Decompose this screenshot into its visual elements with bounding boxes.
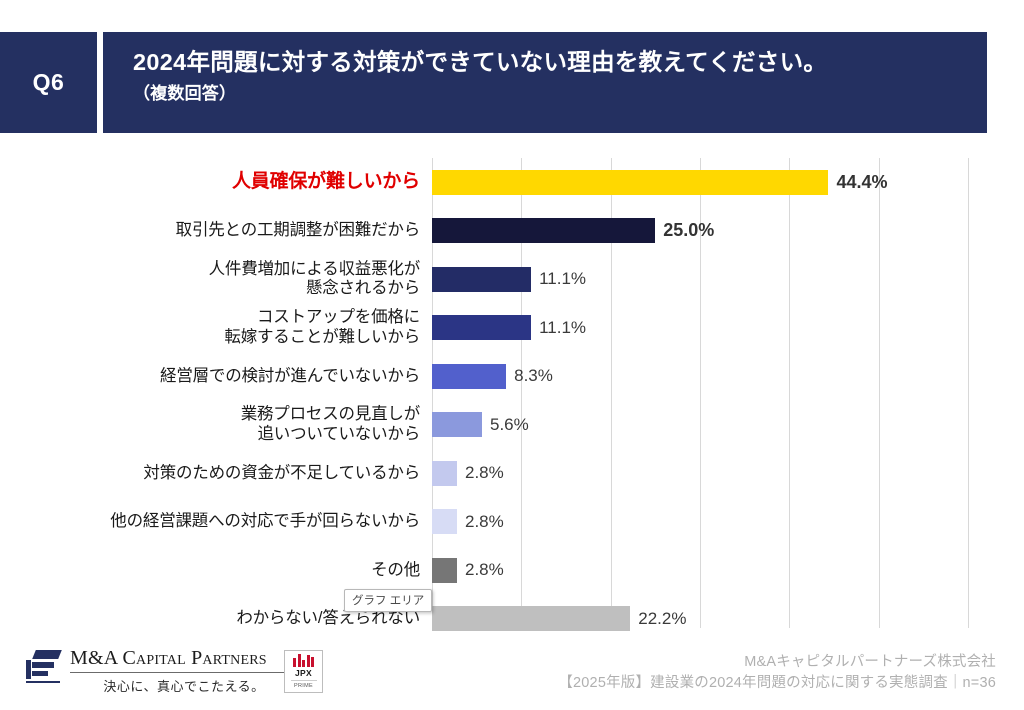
bar-value-label: 11.1% — [539, 269, 587, 289]
bar-row[interactable]: 取引先との工期調整が困難だから 25.0% — [0, 207, 1024, 256]
gridline — [610, 158, 612, 628]
gridline — [878, 158, 880, 628]
category-label: 他の経営課題への対応で手が回らないから — [110, 512, 420, 531]
question-number-label: Q6 — [32, 69, 65, 95]
gridline — [521, 158, 523, 628]
category-label: 対策のための資金が不足しているから — [143, 463, 420, 482]
jpx-bars-icon — [293, 654, 314, 667]
bar[interactable] — [432, 460, 457, 486]
question-title-box: 2024年問題に対する対策ができていない理由を教えてください。 （複数回答） — [103, 32, 987, 133]
gridline — [699, 158, 701, 628]
bar-value-label: 25.0% — [663, 220, 715, 241]
chart-area[interactable] — [0, 143, 1024, 633]
bar-rows: 人員確保が難しいから 44.4% 取引先との工期調整が困難だから 25.0% 人件費増加… — [0, 143, 1024, 633]
category-label: コストアップを価格に 転嫁することが難しいから — [224, 308, 420, 346]
bar[interactable] — [432, 218, 656, 244]
bar[interactable] — [432, 412, 482, 438]
logo-text: M&A Capital Partners 決心に、真心でこたえる。 — [70, 648, 298, 695]
question-title: 2024年問題に対する対策ができていない理由を教えてください。 — [133, 49, 828, 75]
bar[interactable] — [432, 606, 631, 632]
bar-row[interactable]: 業務プロセスの見直しが 追いついていないから 5.6% — [0, 401, 1024, 450]
footer-survey-name: 【2025年版】建設業の2024年問題の対応に関する実態調査｜n=36 — [558, 675, 996, 692]
bar[interactable] — [432, 557, 457, 583]
bar-row[interactable]: 人件費増加による収益悪化が 懸念されるから 11.1% — [0, 255, 1024, 304]
category-label: 業務プロセスの見直しが 追いついていないから — [240, 405, 421, 443]
logo-company-name: M&A Capital Partners — [70, 647, 267, 669]
category-label: 人件費増加による収益悪化が 懸念されるから — [208, 259, 421, 298]
bar-row[interactable]: コストアップを価格に 転嫁することが難しいから 11.1% — [0, 304, 1024, 353]
category-label: 人員確保が難しいから — [231, 171, 420, 193]
jpx-prime-badge: JPX PRIME — [284, 650, 323, 693]
bar[interactable] — [432, 266, 532, 292]
bar-row[interactable]: わからない/答えられない 22.2% — [0, 595, 1024, 644]
bar-value-label: 2.8% — [465, 463, 504, 483]
gridline — [432, 158, 433, 628]
bar-value-label: 22.2% — [638, 608, 687, 628]
bar[interactable] — [432, 363, 507, 389]
question-number-badge: Q6 — [0, 32, 97, 133]
question-subtitle: （複数回答） — [133, 84, 237, 104]
bar-value-label: 44.4% — [836, 171, 888, 192]
footer-company-name: M&Aキャピタルパートナーズ株式会社 — [744, 654, 996, 670]
bar-value-label: 2.8% — [465, 511, 504, 531]
bar-value-label: 5.6% — [490, 414, 529, 434]
bar-row[interactable]: 経営層での検討が進んでいないから 8.3% — [0, 352, 1024, 401]
plot-area — [432, 158, 969, 628]
category-label: わからない/答えられない — [236, 609, 420, 628]
jpx-sublabel: PRIME — [290, 680, 317, 689]
category-label: その他 — [371, 560, 420, 579]
bar-row[interactable]: 対策のための資金が不足しているから 2.8% — [0, 449, 1024, 498]
bar[interactable] — [432, 315, 532, 341]
footer-credits: M&Aキャピタルパートナーズ株式会社 【2025年版】建設業の2024年問題の対… — [558, 652, 996, 694]
category-label: 取引先との工期調整が困難だから — [175, 221, 421, 240]
company-logo: M&A Capital Partners 決心に、真心でこたえる。 — [26, 648, 298, 695]
bar-row[interactable]: 人員確保が難しいから 44.4% — [0, 158, 1024, 207]
bar[interactable] — [432, 509, 457, 535]
gridline — [789, 158, 791, 628]
bar-row[interactable]: 他の経営課題への対応で手が回らないから 2.8% — [0, 498, 1024, 547]
chart-area-tooltip: グラフ エリア — [344, 589, 433, 612]
bar-row[interactable]: その他 2.8% — [0, 546, 1024, 595]
bar-value-label: 2.8% — [465, 560, 504, 580]
gridline — [967, 158, 969, 628]
logo-mark-icon — [26, 650, 62, 686]
logo-divider — [70, 672, 298, 673]
bar-value-label: 11.1% — [539, 317, 587, 337]
jpx-label: JPX — [295, 668, 312, 678]
logo-tagline: 決心に、真心でこたえる。 — [103, 679, 265, 694]
bar-value-label: 8.3% — [514, 366, 553, 386]
category-label: 経営層での検討が進んでいないから — [160, 366, 420, 385]
bar[interactable] — [432, 169, 829, 195]
